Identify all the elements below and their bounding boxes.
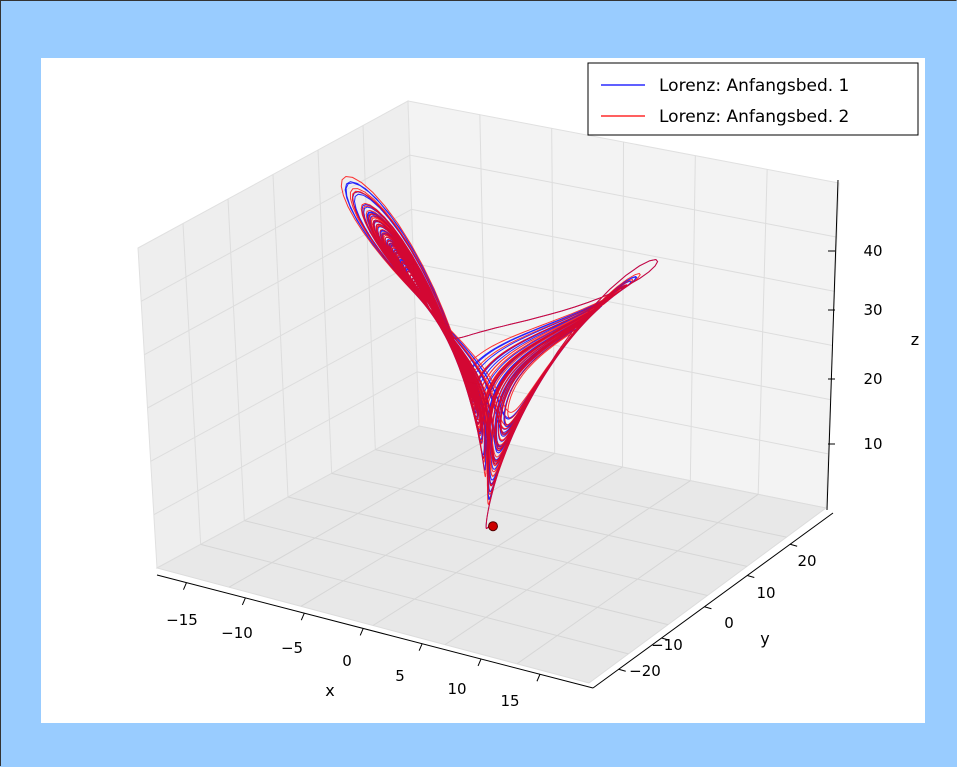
axes [156, 179, 839, 689]
x-axis-label: x [325, 681, 334, 700]
trajectories [340, 175, 659, 529]
series-line-2 [340, 175, 659, 529]
grid-line [153, 371, 418, 516]
plot-canvas: −15 −10 −5 0 5 10 15 −20 −10 0 10 20 10 20 30 40 x y z … [41, 58, 925, 723]
z-tick-label: 40 [863, 242, 882, 260]
y-tick-mark [704, 606, 712, 610]
x-tick-mark [477, 658, 482, 667]
y-tick-label: 0 [724, 614, 734, 632]
x-tick-label: 5 [395, 667, 405, 685]
y-axis-label: y [760, 629, 769, 648]
y-tick-mark [747, 575, 755, 578]
x-tick-label: 15 [500, 692, 519, 710]
y-tick-label: −10 [651, 636, 683, 654]
x-tick-mark [359, 628, 364, 636]
legend-label-2: Lorenz: Anfangsbed. 2 [659, 107, 849, 127]
x-tick-label: −5 [281, 639, 303, 657]
x-tick-label: 10 [447, 680, 466, 698]
x-tick-label: 0 [342, 652, 352, 670]
z-tick-label: 20 [863, 370, 882, 388]
grid-line [375, 449, 787, 538]
tick-labels: −15 −10 −5 0 5 10 15 −20 −10 0 10 20 10 20 30 40 [166, 242, 882, 710]
y-tick-mark [661, 637, 669, 641]
y-tick-mark [618, 668, 626, 672]
y-tick-label: 10 [756, 584, 775, 602]
x-tick-mark [536, 674, 541, 682]
z-tick-label: 10 [863, 435, 882, 453]
legend: Lorenz: Anfangsbed. 1 Lorenz: Anfangsbed… [587, 62, 919, 136]
z-axis-label: z [911, 330, 919, 349]
z-axis-line [826, 179, 839, 511]
x-tick-label: −15 [166, 611, 198, 629]
y-tick-mark [790, 543, 798, 547]
x-tick-mark [418, 643, 423, 651]
x-tick-label: −10 [221, 624, 253, 642]
y-tick-label: −20 [629, 662, 661, 680]
x-tick-mark [241, 597, 246, 606]
y-axis-line [592, 512, 834, 689]
legend-label-1: Lorenz: Anfangsbed. 1 [659, 76, 849, 96]
z-tick-label: 30 [863, 301, 882, 319]
x-axis-line [156, 574, 594, 689]
y-tick-label: 20 [797, 552, 816, 570]
x-tick-mark [182, 582, 187, 590]
x-tick-mark [300, 612, 305, 621]
start-point-marker [488, 521, 498, 532]
